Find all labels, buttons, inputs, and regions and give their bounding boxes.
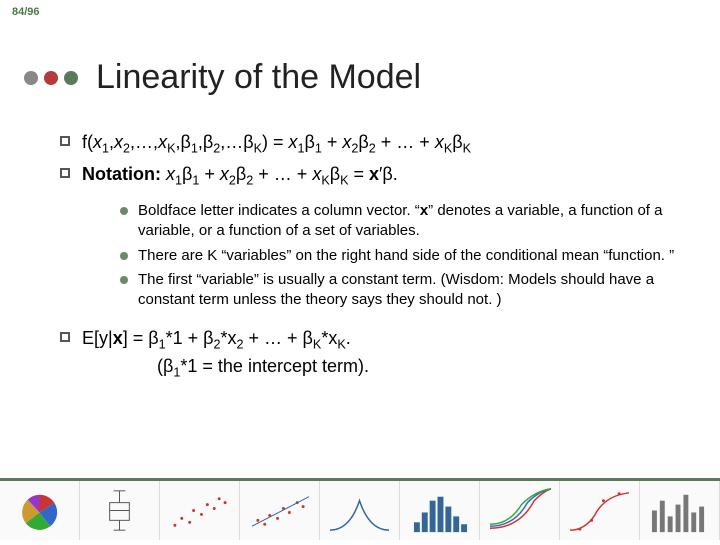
sub-list: Boldface letter indicates a column vecto… (120, 201, 690, 310)
sub-dot-icon (120, 252, 128, 260)
bullet-2-text: Notation: x1β1 + x2β2 + … + xKβK = x′β. (82, 162, 398, 190)
thumb-scatter-2 (240, 481, 320, 540)
dot-2 (44, 71, 58, 85)
bullet-square-icon (60, 168, 70, 178)
thumb-curves (480, 481, 560, 540)
sub-2: There are K “variables” on the right han… (120, 246, 690, 266)
bullet-square-icon (60, 332, 70, 342)
page-counter: 84/96 (12, 6, 40, 18)
thumb-hist (400, 481, 480, 540)
footer-thumbnails (0, 478, 720, 540)
slide-title: Linearity of the Model (96, 58, 421, 97)
thumb-pie (0, 481, 80, 540)
sub-dot-icon (120, 207, 128, 215)
bullet-2: Notation: x1β1 + x2β2 + … + xKβK = x′β. (60, 162, 690, 190)
sub-dot-icon (120, 276, 128, 284)
dot-1 (24, 71, 38, 85)
bullet-square-icon (60, 136, 70, 146)
bullet-3: E[y|x] = β1*1 + β2*x2 + … + βK*xK. (β1*1… (60, 326, 690, 381)
thumb-density (320, 481, 400, 540)
sub-3-text: The first “variable” is usually a consta… (138, 270, 690, 311)
sub-2-text: There are K “variables” on the right han… (138, 246, 674, 266)
title-dots (24, 71, 78, 85)
thumb-step (560, 481, 640, 540)
sub-1: Boldface letter indicates a column vecto… (120, 201, 690, 242)
bullet-1: f(x1,x2,…,xK,β1,β2,…βK) = x1β1 + x2β2 + … (60, 130, 690, 158)
sub-1-text: Boldface letter indicates a column vecto… (138, 201, 690, 242)
sub-3: The first “variable” is usually a consta… (120, 270, 690, 311)
thumb-bars (640, 481, 720, 540)
dot-3 (64, 71, 78, 85)
slide-content: f(x1,x2,…,xK,β1,β2,…βK) = x1β1 + x2β2 + … (60, 130, 690, 386)
title-row: Linearity of the Model (24, 58, 421, 97)
thumb-boxplot (80, 481, 160, 540)
bullet-1-text: f(x1,x2,…,xK,β1,β2,…βK) = x1β1 + x2β2 + … (82, 130, 471, 158)
thumb-scatter-1 (160, 481, 240, 540)
bullet-3-text: E[y|x] = β1*1 + β2*x2 + … + βK*xK. (β1*1… (82, 326, 369, 381)
